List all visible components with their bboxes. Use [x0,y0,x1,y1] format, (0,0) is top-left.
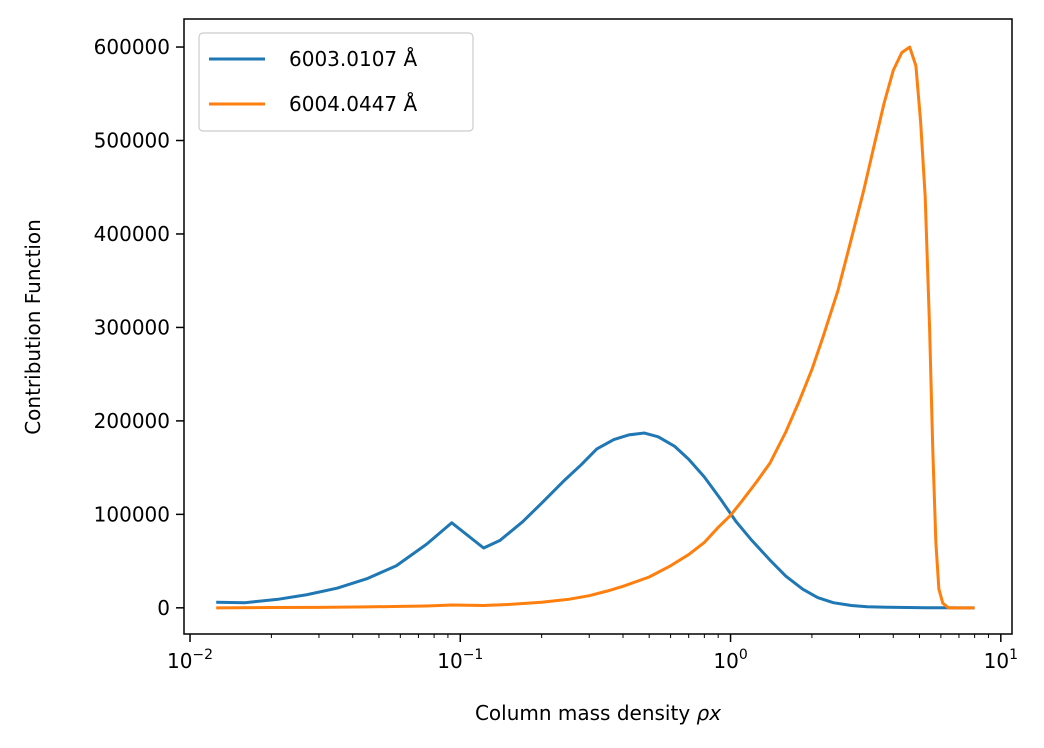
x-tick-label-base: 10 [167,649,192,673]
y-axis-title: Contribution Function [21,219,45,435]
y-tick-label: 600000 [94,35,170,59]
x-axis-title-text: Column mass density [475,701,690,725]
y-tick-label: 500000 [94,129,170,153]
series-line-2 [216,45,975,610]
x-tick-label: 10−2 [167,647,213,673]
legend-label-series-2: 6004.0447 Å [289,92,418,116]
y-tick-label: 100000 [94,502,170,526]
x-tick-label-exponent: 1 [1009,647,1018,663]
x-tick-label-exponent: 0 [739,647,748,663]
x-tick-label-exponent: −1 [463,647,484,663]
legend-label-series-1: 6003.0107 Å [289,47,418,71]
legend-box [198,32,474,132]
x-tick-label-base: 10 [984,649,1009,673]
x-axis-title-symbol: ρx [697,701,722,725]
x-tick-label-base: 10 [437,649,462,673]
y-tick-label: 300000 [94,315,170,339]
legend: 6003.0107 Å 6004.0447 Å [198,32,474,132]
x-tick-label: 101 [984,647,1018,673]
y-tick-label: 200000 [94,409,170,433]
series-line-1 [216,431,975,610]
plot-frame [183,18,1013,635]
x-tick-label: 10−1 [437,647,483,673]
y-tick-label: 400000 [94,222,170,246]
x-axis-title: Column mass density ρx [475,701,721,725]
x-tick-label: 100 [713,647,747,673]
y-tick-label: 0 [157,596,170,620]
x-tick-label-exponent: −2 [192,647,213,663]
x-tick-label-base: 10 [713,649,738,673]
